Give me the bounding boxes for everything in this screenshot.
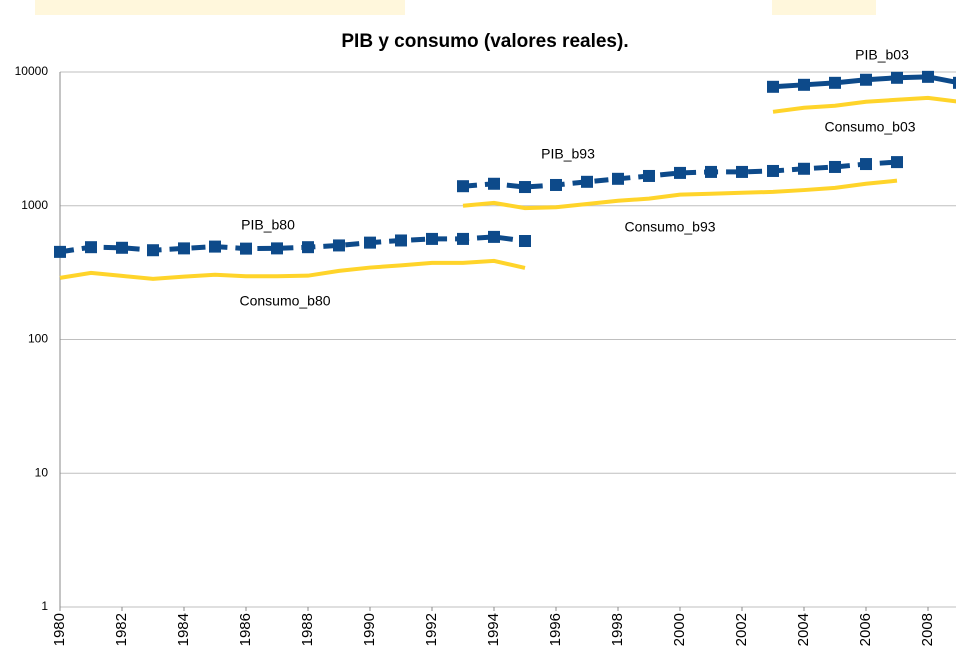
marker — [767, 80, 779, 93]
y-tick-label: 1 — [41, 599, 48, 613]
x-tick-label: 1992 — [423, 613, 440, 646]
marker — [457, 232, 469, 245]
marker — [333, 239, 345, 252]
marker — [178, 242, 190, 255]
marker — [519, 181, 531, 194]
x-tick-label: 2006 — [857, 613, 874, 646]
marker — [891, 156, 903, 169]
x-tick-label: 2002 — [733, 613, 750, 646]
chart-title: PIB y consumo (valores reales). — [341, 31, 628, 52]
marker — [457, 180, 469, 193]
marker — [302, 241, 314, 254]
marker — [519, 235, 531, 248]
marker — [612, 172, 624, 185]
header-band — [772, 0, 876, 15]
marker — [829, 160, 841, 173]
marker — [209, 240, 221, 253]
marker — [581, 175, 593, 188]
marker — [488, 230, 500, 243]
x-tick-label: 1988 — [299, 613, 316, 646]
y-tick-label: 10 — [35, 465, 49, 479]
x-tick-label: 1980 — [51, 613, 68, 646]
series-label: Consumo_b03 — [824, 119, 915, 135]
x-tick-label: 1998 — [609, 613, 626, 646]
series-line — [462, 159, 898, 190]
marker — [736, 165, 748, 178]
marker — [85, 241, 97, 254]
marker — [829, 76, 841, 89]
x-tick-label: 1996 — [547, 613, 564, 646]
series-line — [59, 258, 526, 281]
series-label: Consumo_b80 — [239, 293, 330, 309]
x-tick-label: 1990 — [361, 613, 378, 646]
marker — [705, 165, 717, 178]
marker — [674, 166, 686, 179]
marker — [488, 177, 500, 190]
x-tick-label: 2000 — [671, 613, 688, 646]
marker — [271, 242, 283, 255]
series-line — [462, 178, 898, 211]
x-tick-label: 2004 — [795, 613, 812, 646]
series-label: PIB_b93 — [541, 146, 595, 162]
marker — [116, 241, 128, 254]
y-tick-label: 100 — [28, 332, 48, 346]
x-tick-label: 1984 — [175, 613, 192, 646]
marker — [426, 232, 438, 245]
marker — [643, 169, 655, 182]
x-tick-label: 1982 — [113, 613, 130, 646]
marker — [953, 76, 956, 89]
series-label: PIB_b03 — [855, 47, 909, 63]
header-band — [35, 0, 405, 15]
series-line — [59, 234, 526, 255]
series-label: Consumo_b93 — [624, 219, 715, 235]
marker — [798, 162, 810, 175]
marker — [395, 234, 407, 247]
marker — [798, 78, 810, 91]
marker — [364, 236, 376, 249]
series-line — [772, 95, 956, 114]
marker — [860, 73, 872, 86]
x-tick-label: 1994 — [485, 613, 502, 646]
y-tick-label: 1000 — [21, 198, 48, 212]
series-label: PIB_b80 — [241, 217, 295, 233]
marker — [550, 178, 562, 191]
x-tick-label: 1986 — [237, 613, 254, 646]
marker — [54, 245, 66, 258]
marker — [860, 158, 872, 171]
marker — [147, 244, 159, 257]
marker — [922, 70, 934, 83]
x-tick-label: 2008 — [919, 613, 936, 646]
marker — [891, 71, 903, 84]
marker — [240, 242, 252, 255]
marker — [767, 164, 779, 177]
y-tick-label: 10000 — [15, 64, 49, 78]
